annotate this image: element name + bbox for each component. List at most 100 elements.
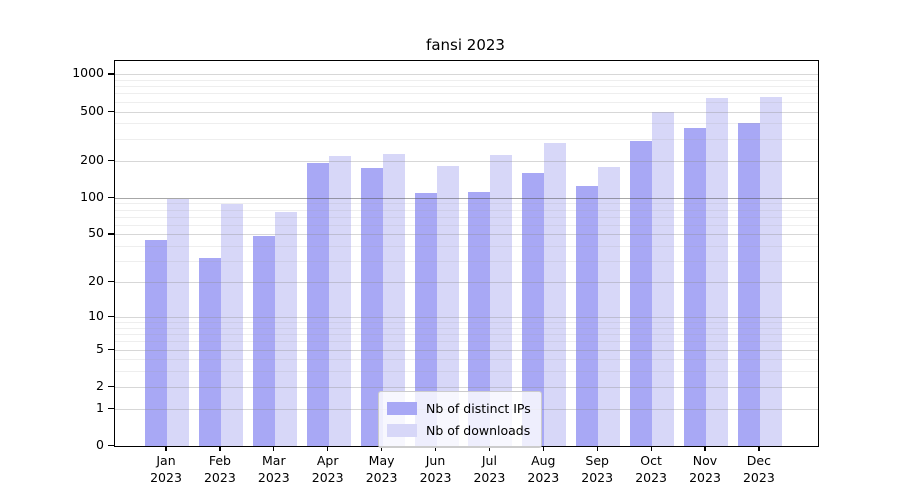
bar-distinct-ips-jul-2023 [468,192,491,446]
plot-area: Nb of distinct IPs Nb of downloads [114,60,819,448]
bar-downloads-feb-2023 [220,204,243,446]
y-tick-label: 10 [88,307,104,323]
bar-downloads-aug-2023 [544,143,567,446]
chart-title: fansi 2023 [426,36,505,54]
bar-distinct-ips-jan-2023 [145,239,167,446]
bar-distinct-ips-jun-2023 [414,193,437,446]
minor-gridline [115,79,818,81]
bar-distinct-ips-feb-2023 [198,257,221,446]
x-tick-label-oct: Oct 2023 [635,453,667,485]
bar-downloads-jan-2023 [167,198,189,446]
y-tick-label: 200 [80,151,104,167]
bar-distinct-ips-oct-2023 [630,140,653,446]
y-tick-label: 0 [96,437,104,452]
bar-downloads-may-2023 [382,154,405,446]
y-tick-mark [108,348,114,350]
y-tick-label: 50 [88,225,104,241]
x-tick-label-jan: Jan 2023 [150,453,182,485]
minor-gridline [115,371,818,373]
minor-gridline [115,322,818,324]
minor-gridline [115,216,818,218]
legend-swatch-distinct-ips [387,401,417,415]
major-gridline-500 [115,111,818,113]
y-tick-mark [108,73,114,75]
minor-gridline [115,246,818,248]
x-tick-mark [758,446,760,451]
major-gridline-5 [115,349,818,351]
y-tick-mark [108,281,114,283]
y-tick-label: 5 [96,340,104,356]
x-tick-mark [650,446,652,451]
y-tick-mark [108,159,114,161]
x-tick-mark [165,446,167,451]
x-tick-mark [596,446,598,451]
bar-downloads-dec-2023 [759,96,782,446]
y-tick-label: 20 [88,273,104,289]
minor-gridline [115,203,818,205]
bar-downloads-nov-2023 [706,98,728,446]
major-gridline-200 [115,160,818,162]
minor-gridline [115,138,818,140]
bar-distinct-ips-aug-2023 [522,172,545,446]
bar-downloads-mar-2023 [274,212,297,446]
major-gridline-2 [115,386,818,388]
x-tick-label-aug: Aug 2023 [527,453,560,485]
major-gridline-20 [115,282,818,284]
minor-gridline [115,123,818,125]
y-tick-mark [108,315,114,318]
y-tick-mark [108,385,114,388]
legend-item-distinct-ips: Nb of distinct IPs [387,397,531,419]
minor-gridline [115,86,818,88]
x-tick-mark [488,446,491,451]
major-gridline-100 [115,197,818,199]
x-tick-label-feb: Feb 2023 [203,453,236,485]
bar-distinct-ips-may-2023 [360,167,383,446]
minor-gridline [115,224,818,226]
x-tick-label-may: May 2023 [365,453,398,485]
y-tick-mark [108,407,114,409]
x-tick-label-dec: Dec 2023 [742,453,775,485]
x-tick-mark [434,446,437,451]
y-tick-label: 1 [96,399,104,415]
bar-distinct-ips-nov-2023 [684,127,706,446]
major-gridline-50 [115,234,818,236]
y-tick-mark [108,110,114,112]
y-tick-mark [108,196,114,198]
y-tick-mark [108,233,114,235]
x-tick-mark [704,446,706,451]
bar-downloads-jul-2023 [490,155,513,446]
x-tick-label-mar: Mar 2023 [257,453,290,485]
bar-downloads-sep-2023 [598,166,621,446]
legend-label-distinct-ips: Nb of distinct IPs [426,400,531,416]
minor-gridline [115,334,818,336]
major-gridline-10 [115,316,818,318]
bar-downloads-apr-2023 [328,155,351,446]
y-tick-label: 500 [80,102,104,118]
bar-distinct-ips-mar-2023 [252,235,275,446]
major-gridline-1000 [115,74,818,76]
bar-distinct-ips-apr-2023 [306,163,329,446]
y-tick-label: 100 [80,188,104,204]
y-tick-label: 1000 [72,65,104,81]
legend: Nb of distinct IPs Nb of downloads [378,391,542,448]
y-tick-mark [108,445,114,447]
bar-distinct-ips-sep-2023 [576,185,599,446]
legend-swatch-downloads [387,423,417,437]
minor-gridline [115,359,818,361]
bar-downloads-jun-2023 [436,165,459,446]
x-tick-label-apr: Apr 2023 [311,453,344,485]
x-tick-mark [273,446,275,451]
x-tick-label-jun: Jun 2023 [419,453,452,485]
minor-gridline [115,101,818,103]
minor-gridline [115,209,818,211]
minor-gridline [115,341,818,343]
minor-gridline [115,261,818,263]
minor-gridline [115,93,818,95]
legend-label-downloads: Nb of downloads [426,422,531,438]
x-tick-label-sep: Sep 2023 [581,453,614,485]
x-tick-mark [327,446,329,451]
x-tick-mark [381,446,383,451]
y-tick-label: 2 [96,377,104,393]
minor-gridline [115,327,818,329]
